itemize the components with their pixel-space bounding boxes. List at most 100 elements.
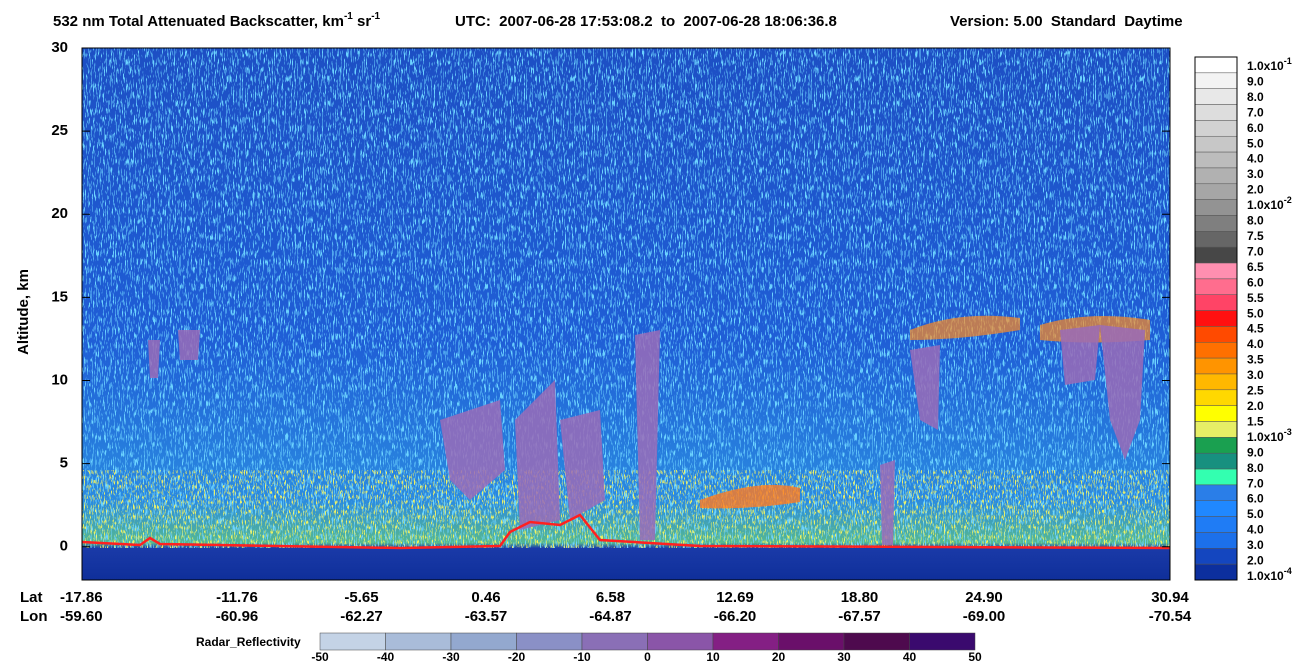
lon-label: -59.60 [60, 608, 103, 625]
lat-label: -5.65 [344, 589, 378, 606]
colorbar-label-exponent: -2 [1284, 195, 1292, 205]
colorbar-label: 6.0 [1247, 276, 1264, 290]
colorbar-label: 1.0x10-3 [1247, 427, 1292, 444]
colorbar-segment [1194, 167, 1238, 185]
colorbar-label: 3.0 [1247, 368, 1264, 382]
radar-label: Radar_Reflectivity [196, 635, 301, 649]
colorbar-segment [1194, 310, 1238, 327]
colorbar-label: 7.0 [1247, 476, 1264, 490]
colorbar-segment [1194, 468, 1238, 486]
colorbar-label: 1.0x10-4 [1247, 566, 1292, 583]
colorbar-label: 8.0 [1247, 90, 1264, 104]
lon-label: -66.20 [714, 608, 757, 625]
colorbar-label-text: 1.5 [1247, 415, 1264, 429]
noise-speckle [82, 48, 1170, 548]
radar-tick-label: 30 [837, 650, 851, 664]
radar-colorbar-segment [385, 632, 452, 651]
colorbar-label: 1.5 [1247, 415, 1264, 429]
colorbar-label-text: 9.0 [1247, 75, 1264, 89]
radar-tick-label: 50 [968, 650, 982, 664]
lat-label: 6.58 [596, 589, 625, 606]
radar-colorbar-segment [843, 632, 910, 651]
title-part: 532 nm Total Attenuated Backscatter, km [53, 13, 344, 30]
lat-label: -11.76 [216, 589, 258, 606]
colorbar-label: 7.0 [1247, 106, 1264, 120]
colorbar-label: 3.0 [1247, 538, 1264, 552]
colorbar-segment [1194, 294, 1238, 311]
colorbar-segment [1194, 548, 1238, 565]
colorbar-label: 1.0x10-1 [1247, 56, 1292, 73]
y-tick-label: 15 [51, 288, 68, 305]
colorbar-label-text: 1.0x10 [1247, 59, 1284, 73]
colorbar-segment [1194, 88, 1238, 105]
lon-label: -70.54 [1149, 608, 1192, 625]
colorbar-segment [1194, 389, 1238, 406]
colorbar-segment [1194, 437, 1238, 454]
colorbar-label-text: 6.5 [1247, 260, 1264, 274]
colorbar-label-text: 7.0 [1247, 106, 1264, 120]
colorbar-segment [1194, 452, 1238, 470]
colorbar-label-text: 3.5 [1247, 353, 1264, 367]
y-tick-label: 25 [51, 122, 68, 139]
colorbar-label: 5.0 [1247, 306, 1264, 320]
lat-label: 30.94 [1151, 589, 1189, 606]
radar-colorbar-segment [909, 632, 976, 651]
colorbar-label-text: 7.5 [1247, 229, 1264, 243]
colorbar-label: 2.5 [1247, 384, 1264, 398]
colorbar-label-text: 4.0 [1247, 337, 1264, 351]
title-part: sr [353, 13, 372, 30]
colorbar-label: 4.0 [1247, 152, 1264, 166]
colorbar-segment [1194, 405, 1238, 422]
radar-tick-label: 0 [644, 650, 651, 664]
colorbar-label-text: 5.0 [1247, 306, 1264, 320]
colorbar-label: 7.5 [1247, 229, 1264, 243]
radar-tick-label: 10 [706, 650, 720, 664]
lon-row-label: Lon [20, 608, 48, 625]
colorbar-frame [1194, 56, 1238, 581]
colorbar-segment [1194, 326, 1238, 343]
title-exponent: -1 [344, 11, 353, 22]
title-exponent: -1 [371, 11, 380, 22]
title-utc: UTC: 2007-06-28 17:53:08.2 to 2007-06-28… [455, 13, 837, 30]
surface-return [82, 513, 1170, 550]
colorbar-segment [1194, 421, 1238, 438]
radar-clouds [148, 325, 1145, 545]
colorbar-segment [1194, 563, 1238, 581]
colorbar-label: 3.5 [1247, 353, 1264, 367]
y-tick-label: 5 [60, 455, 68, 472]
radar-colorbar-segment [581, 632, 648, 651]
aerosol-speckle [82, 470, 1170, 548]
lat-label: 12.69 [716, 589, 754, 606]
lon-label: -69.00 [963, 608, 1006, 625]
radar-tick-label: -40 [377, 650, 395, 664]
colorbar-label-text: 8.0 [1247, 461, 1264, 475]
colorbar-segment [1194, 151, 1238, 169]
radar-tick-label: 20 [772, 650, 786, 664]
colorbar-label: 2.0 [1247, 183, 1264, 197]
lat-label: 18.80 [841, 589, 879, 606]
lon-label: -62.27 [340, 608, 383, 625]
colorbar-label-text: 3.0 [1247, 538, 1264, 552]
colorbar-segment [1194, 135, 1238, 153]
colorbar-segment [1194, 342, 1238, 359]
colorbar-label-text: 6.0 [1247, 121, 1264, 135]
colorbar-label: 2.0 [1247, 399, 1264, 413]
plot-frame [81, 47, 1171, 581]
colorbar-label: 9.0 [1247, 446, 1264, 460]
colorbar-label: 7.0 [1247, 245, 1264, 259]
colorbar-label-text: 3.0 [1247, 167, 1264, 181]
colorbar-label-text: 7.0 [1247, 476, 1264, 490]
colorbar-segment [1194, 231, 1238, 248]
radar-colorbar-segment [647, 632, 714, 651]
colorbar-label: 2.0 [1247, 554, 1264, 568]
colorbar-label-text: 8.0 [1247, 214, 1264, 228]
radar-tick-label: -30 [442, 650, 460, 664]
colorbar-segment [1194, 262, 1238, 280]
colorbar-label: 4.0 [1247, 337, 1264, 351]
radar-colorbar-segment [319, 632, 386, 651]
colorbar-label-exponent: -4 [1284, 566, 1292, 576]
colorbar-segment [1194, 56, 1238, 74]
lat-label: 0.46 [471, 589, 500, 606]
colorbar-segment [1194, 373, 1238, 391]
colorbar-label: 4.5 [1247, 322, 1264, 336]
